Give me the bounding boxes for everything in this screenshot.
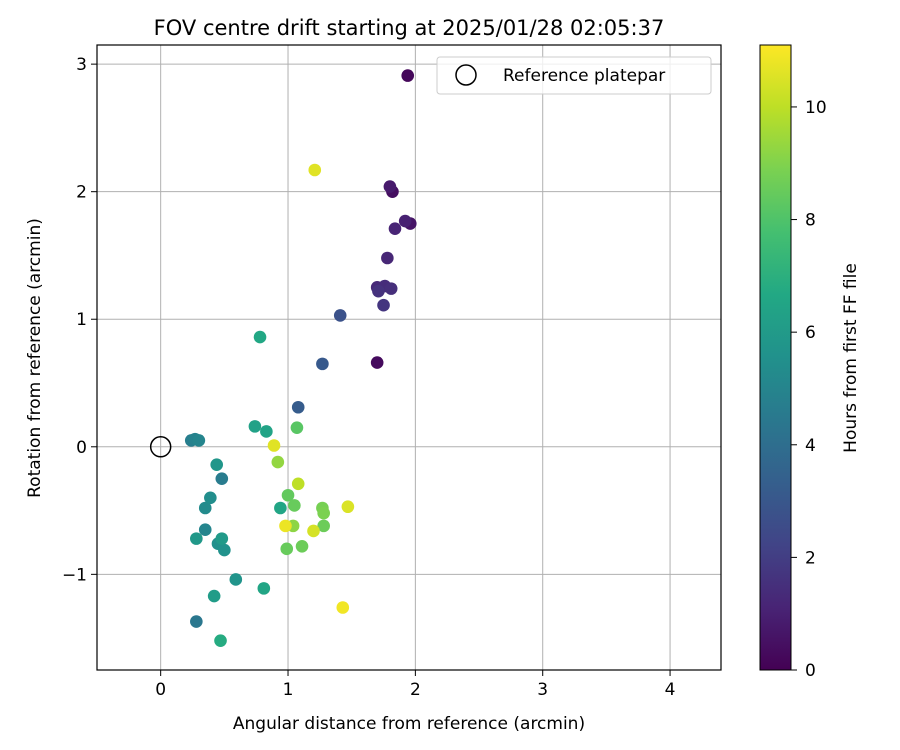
- y-axis-label: Rotation from reference (arcmin): [25, 218, 45, 498]
- scatter-point: [295, 539, 309, 553]
- y-tick-label: 2: [76, 183, 87, 203]
- scatter-point: [388, 222, 402, 235]
- scatter-point: [336, 601, 350, 614]
- x-tick-label: 1: [283, 680, 294, 700]
- scatter-point: [341, 500, 355, 514]
- colorbar-tick-label: 8: [805, 211, 816, 231]
- scatter-point: [210, 458, 224, 471]
- reference-platepar-marker: [149, 436, 172, 458]
- legend-box: [436, 56, 712, 95]
- scatter-point: [383, 180, 397, 193]
- scatter-point: [198, 523, 212, 536]
- scatter-point: [381, 251, 394, 265]
- x-axis-label: Angular distance from reference (arcmin): [233, 714, 585, 734]
- scatter-point: [218, 543, 231, 557]
- scatter-point: [316, 357, 329, 371]
- scatter-point: [204, 491, 217, 505]
- scatter-point: [279, 519, 292, 533]
- scatter-point: [308, 163, 322, 177]
- scatter-point: [290, 421, 304, 434]
- scatter-point: [291, 400, 305, 414]
- y-tick-label: 3: [76, 55, 87, 75]
- colorbar-ticks: 0 2 4 6 8 10: [791, 98, 827, 681]
- scatter-point: [190, 532, 203, 545]
- scatter-point: [288, 499, 301, 512]
- colorbar-tick-label: 2: [805, 548, 816, 568]
- scatter-point: [192, 434, 206, 447]
- scatter-point: [229, 573, 243, 586]
- scatter-point: [280, 542, 294, 556]
- scatter-points: [184, 69, 417, 647]
- legend-label-reference: Reference platepar: [503, 66, 665, 86]
- x-tick-label: 3: [537, 680, 548, 700]
- scatter-point: [333, 309, 347, 322]
- scatter-point: [384, 282, 398, 295]
- scatter-point: [377, 298, 390, 312]
- scatter-point: [257, 582, 271, 595]
- chart-title: FOV centre drift starting at 2025/01/28 …: [154, 16, 665, 40]
- y-tick-label: 0: [76, 438, 87, 458]
- y-tick-label: −1: [62, 565, 87, 585]
- scatter-point: [307, 524, 320, 538]
- colorbar: 0 2 4 6 8 10 Hours from first FF file: [759, 44, 861, 681]
- legend: Reference platepar: [436, 56, 712, 95]
- colorbar-gradient: [759, 44, 792, 671]
- legend-marker-reference: [455, 64, 477, 86]
- scatter-point: [215, 532, 229, 545]
- grid: [97, 45, 721, 670]
- scatter-point: [401, 69, 415, 82]
- reference-marker-layer: [149, 436, 172, 458]
- x-tick-label: 2: [410, 680, 421, 700]
- scatter-point: [267, 439, 281, 452]
- scatter-point: [291, 477, 305, 491]
- colorbar-label: Hours from first FF file: [841, 263, 861, 453]
- scatter-point: [248, 420, 262, 433]
- axis-ticks: 0 1 2 3 4 −1 0 1 2 3: [62, 55, 676, 700]
- scatter-point: [398, 214, 412, 228]
- scatter-point: [215, 472, 229, 485]
- colorbar-tick-label: 10: [805, 98, 827, 118]
- plot-frame: [96, 44, 722, 671]
- colorbar-tick-label: 6: [805, 323, 816, 343]
- x-tick-label: 4: [665, 680, 676, 700]
- scatter-point: [207, 589, 221, 603]
- scatter-point: [198, 501, 212, 515]
- scatter-point: [190, 615, 203, 628]
- scatter-point: [260, 425, 273, 438]
- colorbar-tick-label: 4: [805, 436, 816, 456]
- scatter-point: [271, 455, 285, 469]
- x-tick-label: 0: [155, 680, 166, 700]
- colorbar-tick-label: 0: [805, 661, 816, 681]
- scatter-point: [253, 330, 267, 344]
- scatter-point: [317, 519, 330, 533]
- scatter-point: [214, 634, 227, 647]
- scatter-point: [274, 501, 287, 515]
- scatter-point: [372, 284, 385, 298]
- scatter-point: [370, 356, 384, 369]
- scatter-point: [281, 488, 295, 502]
- y-tick-label: 1: [76, 310, 87, 330]
- scatter-point: [317, 506, 330, 520]
